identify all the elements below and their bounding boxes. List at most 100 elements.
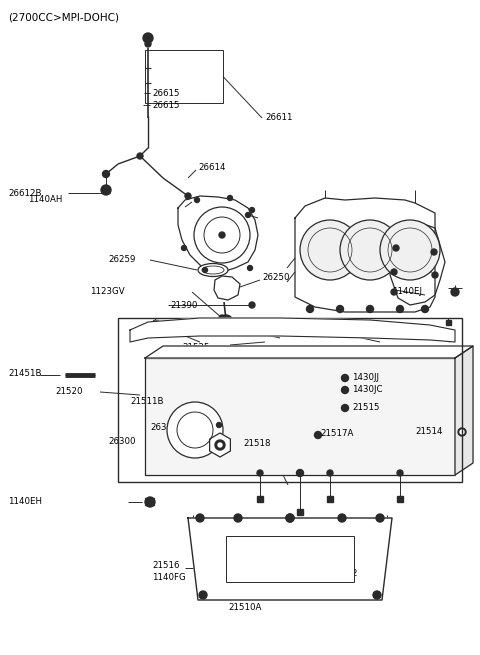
Bar [145,50,223,103]
Circle shape [234,514,242,522]
Text: 1140FZ: 1140FZ [182,329,215,337]
Text: 26300: 26300 [108,438,135,447]
Polygon shape [188,518,392,600]
Polygon shape [295,198,435,312]
Polygon shape [455,346,473,475]
Text: 21520: 21520 [55,388,83,396]
Circle shape [373,591,381,599]
Circle shape [216,422,221,428]
Bar [263,328,267,333]
Circle shape [340,220,400,280]
Text: 1123GV: 1123GV [90,288,125,297]
Circle shape [218,443,222,447]
Circle shape [314,432,322,438]
Text: 21512: 21512 [330,569,358,578]
Circle shape [451,288,459,296]
Circle shape [203,267,207,272]
Circle shape [393,245,399,251]
Text: 26250: 26250 [262,274,289,282]
Bar [397,496,403,502]
Circle shape [196,514,204,522]
Circle shape [215,440,225,450]
Bar [445,320,451,324]
Circle shape [336,305,344,312]
Circle shape [257,470,263,476]
Circle shape [250,208,254,212]
Text: 1140EH: 1140EH [8,498,42,506]
Circle shape [249,302,255,308]
Polygon shape [178,196,258,272]
Polygon shape [214,276,240,300]
Circle shape [137,153,143,159]
Circle shape [458,428,466,436]
Text: 26615: 26615 [152,100,180,109]
Circle shape [421,305,429,312]
Circle shape [222,318,230,326]
Circle shape [397,470,403,476]
Circle shape [380,220,440,280]
Circle shape [199,591,207,599]
Text: 26614: 26614 [198,164,226,172]
Circle shape [185,193,191,199]
Bar [368,320,372,324]
Circle shape [297,470,303,476]
Circle shape [145,41,151,47]
Text: 21516: 21516 [152,561,180,571]
Circle shape [376,514,384,522]
Text: 21513A: 21513A [270,559,303,567]
Circle shape [286,514,294,522]
Circle shape [286,514,294,522]
Text: 21517A: 21517A [320,430,353,438]
Circle shape [431,249,437,255]
Text: 26611: 26611 [265,113,292,122]
Text: 1430JJ: 1430JJ [352,373,379,383]
Bar [118,318,462,482]
Text: 21515: 21515 [352,403,380,411]
Circle shape [181,246,187,250]
Bar [248,320,252,324]
Circle shape [338,514,346,522]
Circle shape [307,305,313,312]
Polygon shape [390,222,445,305]
Text: 21390: 21390 [170,301,197,310]
Circle shape [103,170,109,178]
Polygon shape [130,318,455,342]
Polygon shape [145,358,455,475]
Circle shape [341,375,348,381]
Circle shape [341,405,348,411]
Circle shape [248,265,252,271]
Text: 21510A: 21510A [228,603,262,612]
Text: 21431: 21431 [392,248,420,257]
Circle shape [300,220,360,280]
Circle shape [194,198,200,202]
Polygon shape [210,433,230,457]
Text: 21518: 21518 [243,438,271,447]
Circle shape [391,289,397,295]
Text: 1140EJ: 1140EJ [392,288,422,297]
Bar [257,496,263,502]
Text: 1430JC: 1430JC [352,386,383,394]
Text: 1140FG: 1140FG [152,574,186,582]
Text: 21514: 21514 [415,428,443,436]
Bar [297,509,303,515]
Circle shape [219,232,225,238]
Circle shape [327,470,333,476]
Circle shape [396,305,404,312]
Polygon shape [145,346,473,358]
Circle shape [245,212,251,217]
Circle shape [341,386,348,394]
Circle shape [145,497,155,507]
Circle shape [367,305,373,312]
Circle shape [391,269,397,275]
Text: 21511B: 21511B [130,398,164,407]
Text: (2700CC>MPI-DOHC): (2700CC>MPI-DOHC) [8,13,119,23]
Circle shape [167,402,223,458]
Ellipse shape [198,263,228,276]
Circle shape [460,430,464,434]
Text: 26350: 26350 [150,422,178,432]
Circle shape [228,195,232,200]
Bar [153,320,157,324]
Circle shape [101,185,111,195]
Text: 26259: 26259 [108,255,135,265]
Text: 26615: 26615 [152,88,180,98]
